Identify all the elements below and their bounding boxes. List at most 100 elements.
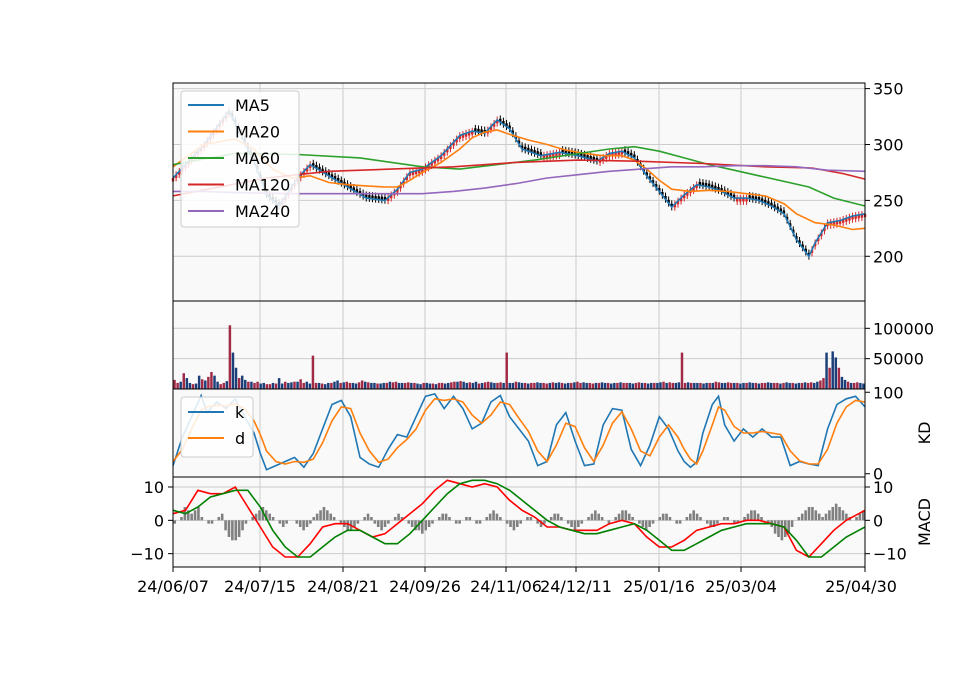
- legend-label-ma20: MA20: [235, 123, 280, 142]
- volume-bar: [284, 381, 287, 389]
- volume-bar: [308, 383, 312, 389]
- candle: [595, 154, 599, 165]
- macd-histogram-bar: [638, 520, 641, 524]
- macd-histogram-bar: [373, 520, 377, 524]
- volume-bar: [809, 382, 813, 389]
- volume-bar: [822, 378, 825, 389]
- volume-bar: [305, 381, 309, 389]
- volume-bar: [290, 382, 293, 389]
- macd-histogram-bar: [186, 510, 190, 521]
- candle: [838, 217, 842, 228]
- candle: [399, 181, 402, 192]
- volume-bar: [862, 383, 865, 389]
- volume-bar: [293, 381, 296, 389]
- volume-bar: [610, 383, 613, 389]
- macd-histogram-bar: [478, 520, 482, 524]
- volume-bar: [391, 382, 395, 389]
- x-tick-label: 25/04/30: [825, 577, 897, 596]
- kd-axis-label: KD: [915, 422, 934, 445]
- volume-bar: [299, 379, 302, 389]
- candle: [520, 142, 524, 153]
- volume-panel-bg: [173, 301, 865, 389]
- candle: [408, 169, 412, 180]
- volume-bar: [348, 382, 352, 389]
- macd-histogram-bar: [573, 520, 577, 531]
- macd-histogram-bar: [621, 510, 624, 521]
- volume-bar: [788, 382, 791, 389]
- volume-bar: [769, 382, 773, 389]
- volume-bar: [776, 382, 779, 389]
- candle: [361, 189, 365, 200]
- volume-bar: [194, 383, 198, 389]
- macd-histogram-bar: [217, 517, 221, 521]
- volume-bar: [745, 382, 748, 389]
- candle: [617, 148, 620, 159]
- candle: [495, 116, 499, 127]
- macd-panel-frame: [172, 476, 866, 568]
- volume-bar: [797, 382, 801, 389]
- volume-bar: [367, 382, 370, 389]
- volume-bar: [828, 367, 831, 389]
- volume-bar: [640, 382, 644, 389]
- volume-bar: [477, 383, 481, 389]
- volume-bar: [711, 382, 714, 389]
- candle: [446, 145, 449, 156]
- candle: [471, 127, 474, 138]
- macd-histogram-bar: [366, 513, 370, 521]
- macd-histogram-bar: [190, 513, 193, 521]
- candle: [452, 138, 455, 149]
- volume-bar: [542, 382, 545, 389]
- macd-histogram-bar: [675, 520, 679, 524]
- macd-histogram-bar: [173, 520, 176, 524]
- volume-bar: [480, 382, 484, 389]
- macd-histogram-bar: [295, 520, 299, 524]
- macd-histogram-bar: [862, 510, 865, 521]
- macd-histogram-bar: [539, 520, 543, 527]
- volume-bar: [662, 381, 665, 389]
- candle: [527, 144, 530, 155]
- volume-bar: [225, 381, 229, 389]
- volume-bar: [440, 382, 444, 389]
- volume-bar: [751, 382, 754, 389]
- series-line-d: [172, 397, 866, 466]
- volume-bar: [696, 382, 699, 389]
- candle: [439, 152, 443, 163]
- macd-histogram-bar: [424, 520, 428, 531]
- candle: [817, 234, 820, 245]
- candle: [436, 154, 440, 165]
- macd-histogram-bar: [817, 513, 821, 521]
- volume-bar: [739, 383, 742, 389]
- macd-histogram-bar: [322, 507, 326, 521]
- volume-bar: [659, 382, 662, 389]
- candle: [779, 205, 783, 216]
- volume-bar: [733, 382, 736, 389]
- macd-histogram-bar: [492, 510, 495, 521]
- volume-bar: [210, 372, 213, 389]
- candle: [545, 151, 549, 162]
- volume-bar: [643, 382, 647, 389]
- macd-histogram-bar: [258, 510, 261, 521]
- volume-bar: [763, 382, 767, 389]
- macd-histogram-bar: [312, 517, 316, 521]
- macd-histogram-bar: [722, 517, 726, 521]
- macd-histogram-bar: [824, 513, 828, 521]
- volume-bar: [702, 383, 705, 389]
- macd-histogram-bar: [855, 517, 858, 521]
- volume-bar: [859, 382, 862, 389]
- volume-bar: [545, 383, 548, 389]
- macd-histogram-bar: [624, 510, 628, 521]
- volume-bar: [582, 382, 585, 389]
- volume-bar: [234, 367, 238, 389]
- legend-label-ma240: MA240: [235, 202, 290, 221]
- candle: [848, 213, 851, 224]
- macd-histogram-bar: [529, 517, 533, 521]
- candle: [692, 183, 695, 194]
- volume-bar: [474, 381, 478, 389]
- volume-bar: [287, 382, 290, 389]
- volume-bar: [333, 381, 336, 389]
- macd-histogram-bar: [587, 517, 590, 521]
- macd-histogram-bar: [383, 520, 387, 527]
- candle: [455, 135, 458, 146]
- volume-bar: [493, 382, 496, 389]
